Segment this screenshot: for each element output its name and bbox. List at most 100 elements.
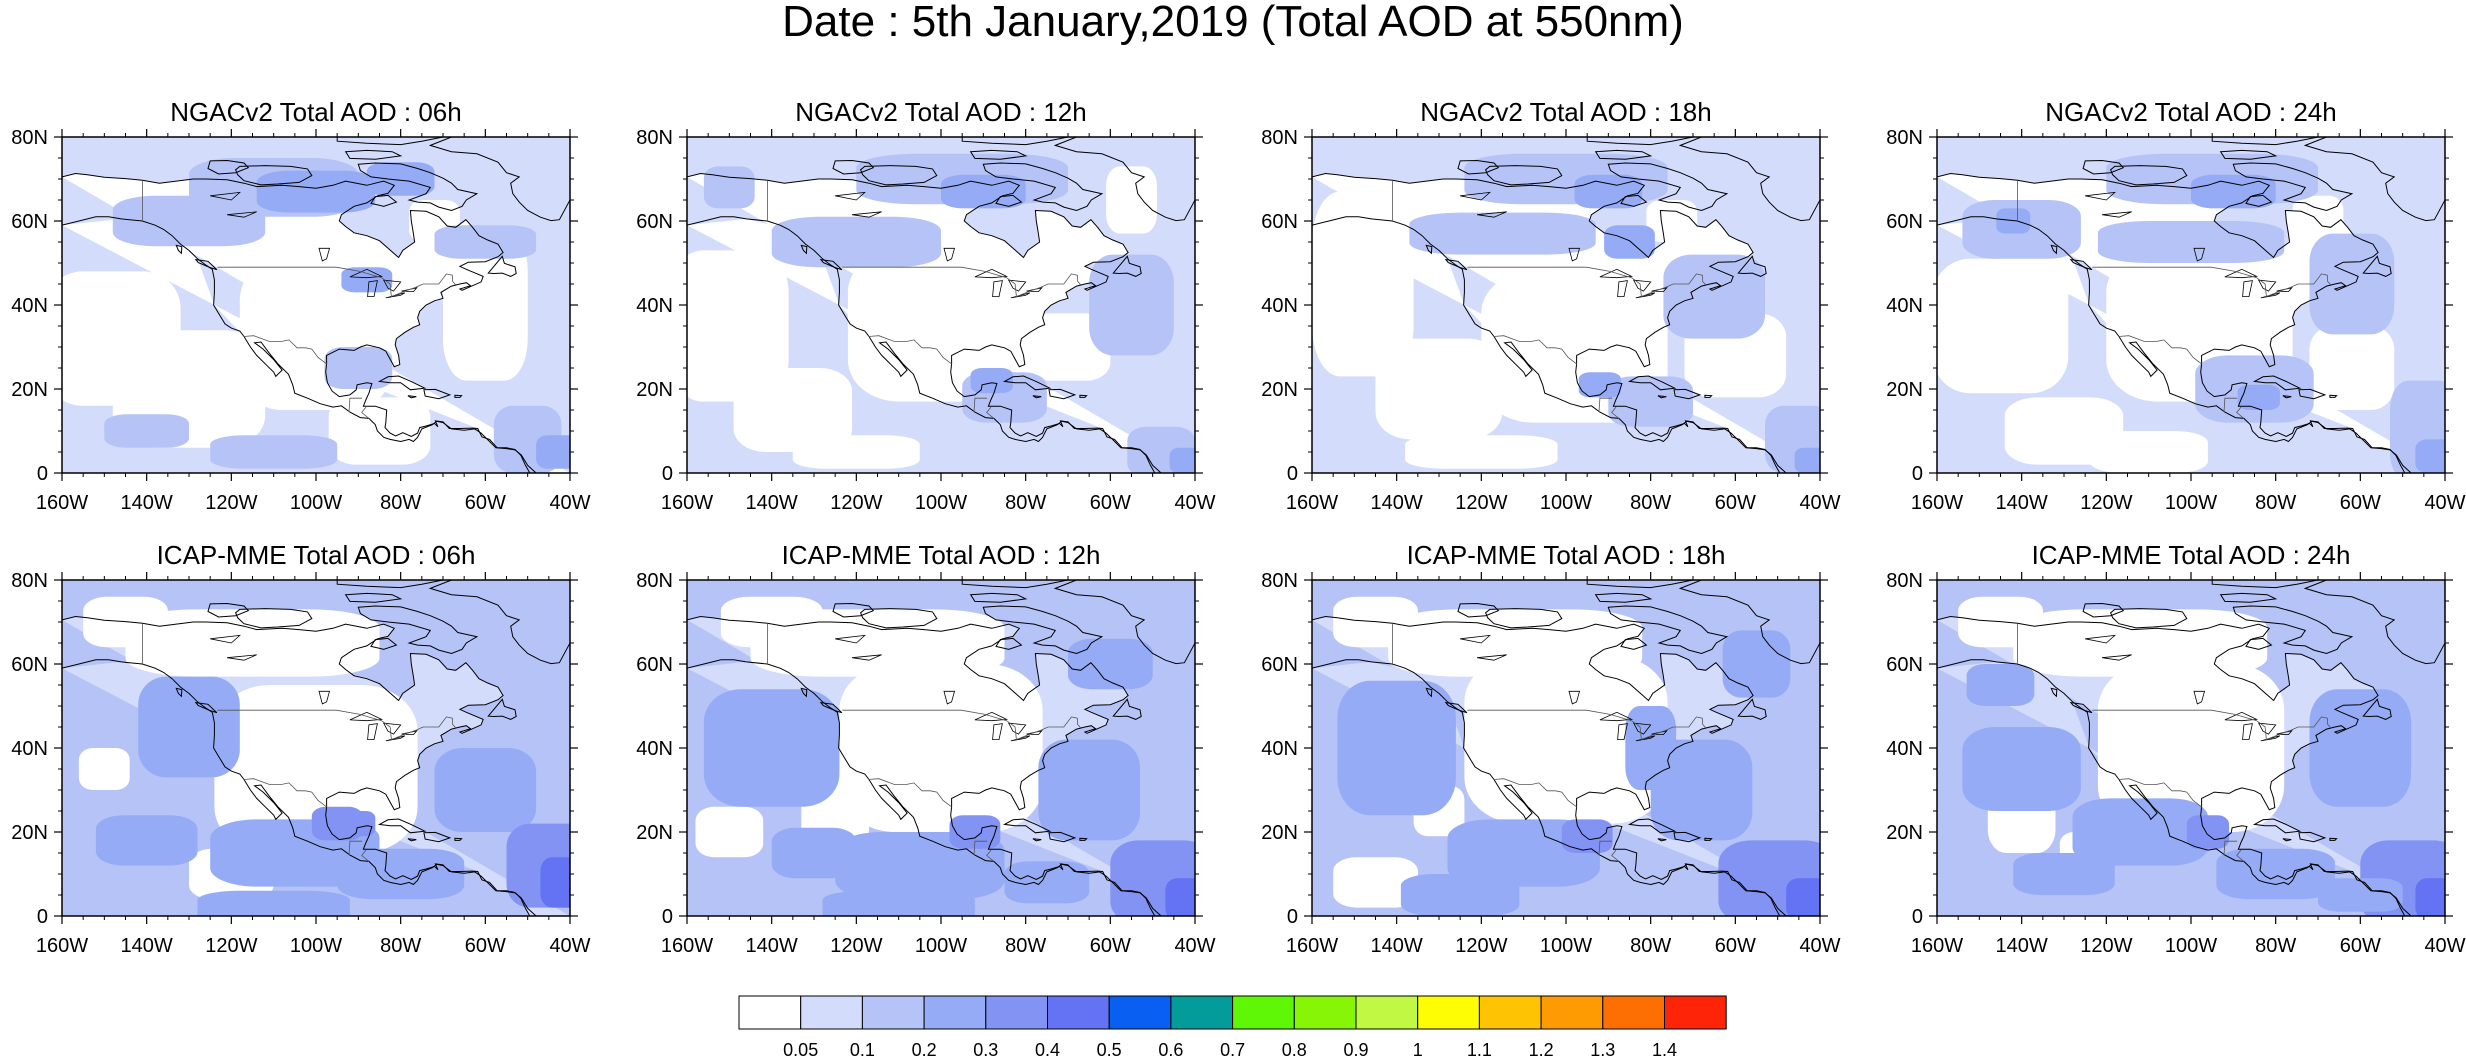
- island-outline: [2303, 137, 2445, 222]
- island-outline: [1594, 592, 1653, 603]
- island-outline: [175, 244, 183, 255]
- aod-patch: [771, 827, 857, 879]
- island-outline: [1620, 637, 1648, 650]
- lake-outline: [2102, 654, 2132, 661]
- colorbar-label: 1.1: [1467, 1040, 1492, 1056]
- map-panel: ICAP-MME Total AOD : 06h 160W 140W 120W 100W…: [11, 540, 590, 957]
- country-borders: [142, 623, 456, 862]
- x-tick-label: 80W: [1630, 935, 1671, 957]
- island-outline: [1444, 701, 1468, 714]
- coastline: [1312, 172, 1754, 368]
- aod-patch: [1089, 254, 1174, 356]
- y-tick-label: 60N: [636, 654, 673, 676]
- aod-patch: [1025, 313, 1111, 381]
- lake-outline: [852, 654, 882, 661]
- island-outline: [1607, 605, 1729, 655]
- border-line: [986, 406, 995, 419]
- colorbar-label: 0.3: [973, 1040, 998, 1056]
- y-tick-label: 0: [1287, 906, 1298, 928]
- colorbar-box: [1047, 995, 1110, 1030]
- island-outline: [1079, 394, 1088, 398]
- y-tick-label: 80N: [636, 127, 673, 149]
- x-tick-label: 100W: [915, 492, 967, 514]
- y-tick-label: 40N: [11, 738, 48, 760]
- aod-field: [687, 580, 1195, 916]
- lake-outline: [2193, 247, 2206, 262]
- x-tick-label: 60W: [1090, 935, 1131, 957]
- island-outline: [370, 637, 398, 650]
- x-tick-label: 100W: [290, 492, 342, 514]
- colorbar: 0.05 0.1 0.2 0.3 0.4 0.5 0.6 0.7 0.8 0.9 1 1.1 1.2 1.…: [738, 995, 1727, 1056]
- aod-patch: [1165, 878, 1195, 916]
- panel-title: ICAP-MME Total AOD : 06h: [157, 540, 476, 570]
- x-tick-label: 40W: [1799, 935, 1840, 957]
- aod-patch: [2415, 439, 2445, 473]
- lake-outline: [227, 654, 257, 661]
- x-tick-label: 120W: [2080, 935, 2132, 957]
- island-outline: [2069, 258, 2093, 271]
- coastlines: [62, 580, 570, 916]
- aod-patch: [2318, 878, 2403, 912]
- island-outline: [1048, 831, 1077, 843]
- lake-outline: [318, 247, 331, 262]
- lake-outline: [835, 191, 867, 201]
- coastline: [2200, 806, 2445, 916]
- colorbar-box: [1108, 995, 1172, 1030]
- island-outline: [2050, 687, 2058, 698]
- island-outline: [1079, 837, 1088, 841]
- aod-patch: [1663, 254, 1765, 339]
- x-tick-label: 140W: [121, 935, 173, 957]
- island-outline: [832, 602, 875, 618]
- x-tick-label: 60W: [465, 935, 506, 957]
- x-tick-label: 160W: [661, 935, 713, 957]
- coastline: [687, 216, 1195, 473]
- coastline: [1312, 615, 1754, 811]
- y-tick-label: 20N: [1886, 379, 1923, 401]
- island-outline: [1704, 837, 1713, 841]
- x-tick-label: 40W: [2424, 935, 2465, 957]
- lake-outline: [367, 723, 378, 740]
- island-outline: [995, 194, 1023, 207]
- island-outline: [1444, 258, 1468, 271]
- aod-field: [1312, 580, 1820, 916]
- aod-patch: [1937, 258, 2069, 394]
- panel-title: NGACv2 Total AOD : 06h: [170, 97, 461, 127]
- island-outline: [2329, 394, 2338, 398]
- island-outline: [800, 244, 808, 255]
- island-outline: [2082, 602, 2125, 618]
- lake-outline: [1632, 722, 1652, 735]
- lake-outline: [943, 247, 956, 262]
- colorbar-box: [1602, 995, 1666, 1030]
- lake-outline: [367, 280, 378, 297]
- lake-outline: [1477, 211, 1507, 218]
- island-outline: [1678, 137, 1820, 222]
- island-outline: [1627, 375, 1677, 391]
- island-outline: [2252, 375, 2302, 391]
- y-tick-label: 60N: [11, 654, 48, 676]
- aod-patch: [1375, 338, 1503, 440]
- aod-patch: [434, 748, 537, 832]
- lake-outline: [2085, 191, 2117, 201]
- border-line: [2118, 335, 2203, 365]
- border-line: [243, 778, 328, 808]
- island-outline: [487, 698, 517, 720]
- island-outline: [407, 838, 417, 842]
- country-borders: [2017, 623, 2331, 862]
- colorbar-box: [1355, 995, 1419, 1030]
- colorbar-box: [1170, 995, 1234, 1030]
- coastline: [62, 659, 570, 916]
- aod-patch: [1786, 878, 1820, 916]
- aod-patch: [2216, 848, 2335, 900]
- aod-patch: [1794, 447, 1820, 473]
- aod-patch: [2097, 221, 2285, 263]
- x-tick-label: 60W: [2340, 935, 2381, 957]
- border-line: [2092, 266, 2331, 298]
- map-panel: NGACv2 Total AOD : 18h 160W 140W 120W 100W 80…: [1261, 97, 1840, 514]
- y-tick-label: 0: [1912, 463, 1923, 485]
- coastline: [62, 172, 504, 368]
- aod-patch: [2191, 174, 2276, 209]
- y-tick-label: 60N: [636, 211, 673, 233]
- aod-patch: [78, 748, 130, 790]
- border-line: [842, 266, 1081, 298]
